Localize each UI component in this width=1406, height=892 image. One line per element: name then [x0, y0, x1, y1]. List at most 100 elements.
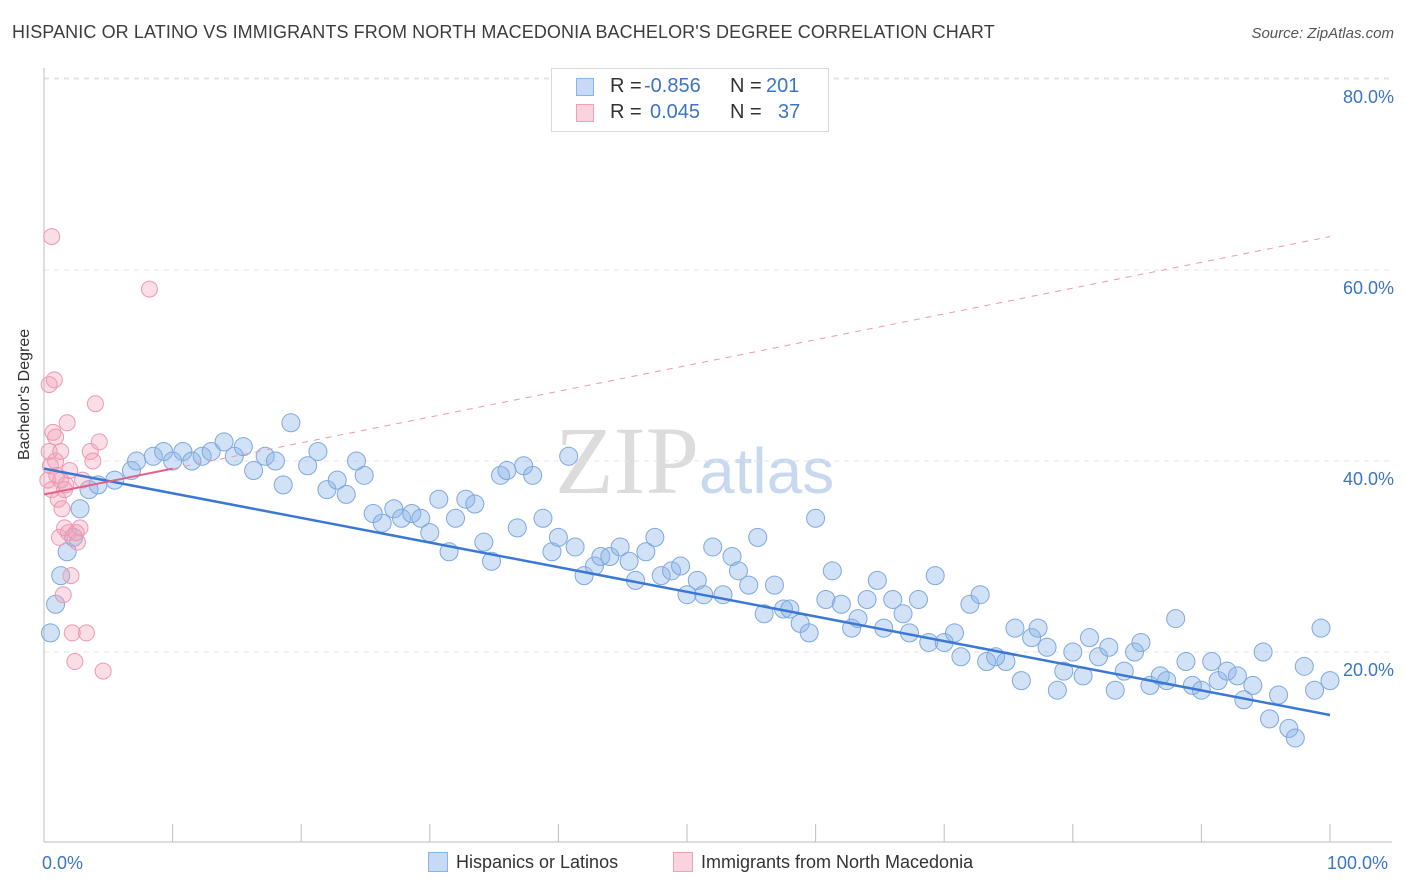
stats-legend: R = -0.856 N = 201 R = 0.045 N = 37: [551, 68, 829, 132]
hispanic-point: [163, 451, 183, 471]
hispanic-point: [951, 647, 971, 667]
hispanic-point: [559, 446, 579, 466]
y-tick-label-80: 80.0%: [1342, 87, 1394, 107]
chart-title: HISPANIC OR LATINO VS IMMIGRANTS FROM NO…: [12, 22, 995, 42]
hispanic-point: [1131, 632, 1151, 652]
hispanic-point: [857, 589, 877, 609]
hispanic-point: [1054, 661, 1074, 681]
r-value: 0.045: [650, 101, 701, 123]
hispanic-point: [1260, 709, 1280, 729]
hispanic-point: [1176, 652, 1196, 672]
x-tick-label-max: 100.0%: [1327, 853, 1389, 873]
hispanic-point: [722, 547, 742, 566]
hispanic-point: [799, 623, 819, 643]
hispanic-point: [354, 465, 374, 485]
macedonia-point: [66, 653, 84, 671]
y-tick-label-60: 60.0%: [1342, 278, 1394, 298]
hispanic-point: [420, 523, 440, 543]
hispanic-point: [1125, 642, 1145, 662]
macedonia-point: [47, 452, 65, 470]
hispanic-point: [336, 484, 356, 504]
legend-item-macedonia: Immigrants from North Macedonia: [673, 852, 973, 873]
macedonia-point: [58, 414, 76, 432]
legend-label-hispanic: Hispanics or Latinos: [456, 852, 619, 872]
hispanic-point: [806, 508, 826, 528]
hispanic-point: [1037, 637, 1057, 657]
hispanic-point: [281, 413, 301, 433]
hispanic-point: [1305, 680, 1325, 700]
hispanic-point: [822, 561, 842, 581]
hispanic-point: [1105, 680, 1125, 700]
hispanic-point: [1285, 728, 1305, 748]
hispanic-point: [465, 494, 485, 514]
hispanic-point: [970, 585, 990, 605]
y-tick-label-40: 40.0%: [1342, 469, 1394, 489]
legend-swatch-hispanic: [428, 852, 448, 872]
r-label: R =: [610, 75, 642, 97]
macedonia-point: [62, 567, 80, 585]
macedonia-point: [94, 662, 112, 680]
legend-label-macedonia: Immigrants from North Macedonia: [701, 852, 974, 872]
hispanic-point: [1217, 661, 1237, 681]
hispanic-point: [192, 446, 212, 466]
macedonia-point: [40, 376, 58, 394]
hispanic-point: [1166, 609, 1186, 629]
n-label: N =: [730, 101, 762, 123]
hispanic-point: [533, 508, 553, 528]
hispanic-trend-line: [43, 467, 1331, 717]
hispanic-point: [883, 589, 903, 609]
hispanic-point: [446, 508, 466, 528]
hispanic-point: [764, 575, 784, 595]
hispanic-swatch: [576, 78, 594, 96]
macedonia-point: [47, 428, 65, 446]
hispanic-point: [1294, 656, 1314, 676]
y-tick-label-20: 20.0%: [1342, 660, 1394, 680]
macedonia-point: [50, 528, 68, 546]
hispanic-point: [265, 451, 285, 471]
hispanic-point: [298, 456, 318, 476]
hispanic-point: [507, 518, 527, 538]
hispanic-point: [244, 461, 264, 481]
hispanic-point: [1011, 671, 1031, 691]
macedonia-point: [52, 442, 70, 460]
macedonia-point: [90, 433, 108, 451]
r-value: -0.856: [644, 75, 701, 97]
hispanic-point: [456, 489, 476, 509]
hispanic-point: [127, 451, 147, 471]
hispanic-point: [908, 589, 928, 609]
macedonia-point: [63, 624, 81, 642]
hispanic-point: [600, 547, 620, 566]
macedonia-point: [54, 586, 72, 604]
hispanic-point: [214, 432, 234, 452]
hispanic-point: [1063, 642, 1083, 662]
hispanic-point: [327, 470, 347, 490]
hispanic-point: [728, 561, 748, 581]
hispanic-point: [925, 566, 945, 586]
hispanic-point: [1028, 618, 1048, 638]
hispanic-point: [70, 499, 90, 519]
hispanic-point: [1279, 718, 1299, 738]
x-tick-label-min: 0.0%: [42, 853, 84, 873]
macedonia-trend-line-dashed: [172, 236, 1331, 470]
hispanic-point: [40, 623, 60, 643]
hispanic-point: [523, 465, 543, 485]
hispanic-point: [411, 508, 431, 528]
hispanic-point: [944, 623, 964, 643]
hispanic-point: [831, 594, 851, 614]
hispanic-point: [1022, 628, 1042, 648]
hispanic-point: [1047, 680, 1067, 700]
macedonia-point: [53, 500, 71, 518]
hispanic-point: [542, 542, 562, 562]
hispanic-point: [636, 542, 656, 562]
hispanic-point: [392, 508, 412, 528]
hispanic-point: [816, 589, 836, 609]
r-label: R =: [610, 101, 642, 123]
hispanic-point: [1202, 652, 1222, 672]
n-label: N =: [730, 75, 762, 97]
hispanic-point: [474, 532, 494, 552]
hispanic-point: [548, 527, 568, 547]
hispanic-point: [1157, 671, 1177, 691]
macedonia-point: [84, 452, 102, 470]
watermark-atlas: atlas: [699, 435, 835, 507]
hispanic-point: [143, 446, 163, 466]
